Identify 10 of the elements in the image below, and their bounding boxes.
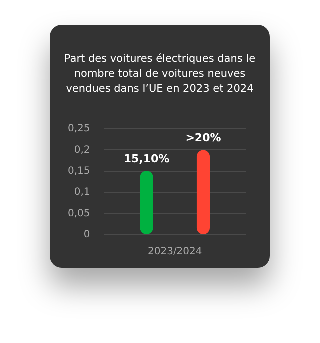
y-tick-label: 0,1: [74, 187, 90, 198]
data-label: >20%: [186, 132, 222, 145]
x-tick-label: 2023/2024: [148, 246, 202, 258]
y-tick-label: 0,15: [68, 166, 90, 177]
y-tick-label: 0,05: [68, 208, 90, 220]
y-tick-label: 0,25: [68, 124, 90, 135]
data-label: 15,10%: [124, 152, 170, 166]
y-tick-label: 0: [84, 230, 90, 241]
chart-title: Part des voitures électriques dans le nombre total de voitures neuves vendues dans l’UE en 2023 et 2024: [63, 52, 257, 97]
y-tick-label: 0,2: [74, 144, 90, 156]
